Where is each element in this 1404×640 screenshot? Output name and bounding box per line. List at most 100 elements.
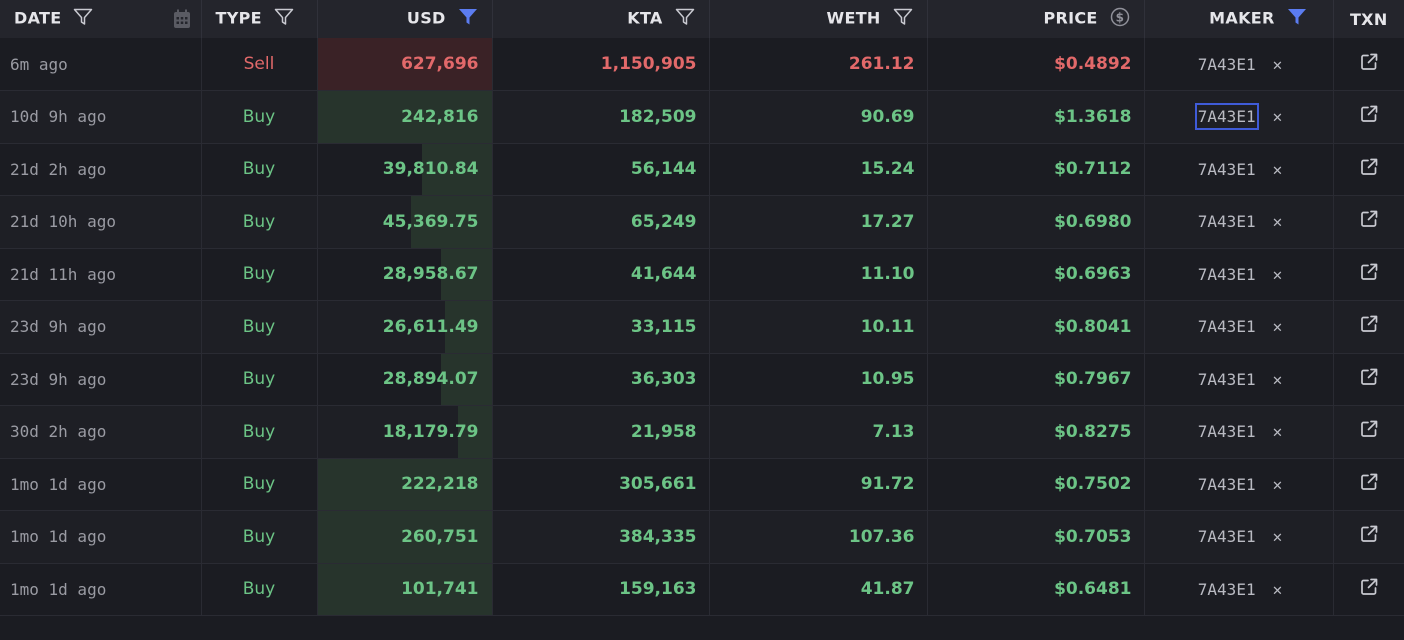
date-cell: 23d 9h ago: [0, 300, 202, 354]
maker-cell: 7A43E1 ✕: [1144, 300, 1334, 354]
table-row[interactable]: 10d 9h ago Buy 242,816 182,509 90.69 $1.3618 7…: [0, 90, 1404, 144]
weth-cell: 91.72: [709, 458, 928, 511]
usd-cell: 242,816: [317, 90, 493, 144]
close-icon[interactable]: ✕: [1272, 264, 1283, 284]
filter-icon[interactable]: [274, 8, 294, 30]
filter-active-icon[interactable]: [1287, 8, 1307, 30]
close-icon[interactable]: ✕: [1272, 579, 1283, 599]
usd-cell: 222,218: [317, 458, 493, 511]
txn-cell: [1333, 248, 1404, 301]
weth-header-label: WETH: [826, 8, 881, 28]
usd-cell: 18,179.79: [317, 405, 493, 459]
weth-cell: 15.24: [709, 143, 928, 196]
usd-column-header[interactable]: USD: [317, 0, 493, 38]
table-row[interactable]: 1mo 1d ago Buy 260,751 384,335 107.36 $0.7053…: [0, 510, 1404, 564]
table-row[interactable]: 1mo 1d ago Buy 101,741 159,163 41.87 $0.6481 7…: [0, 563, 1404, 616]
usd-header-label: USD: [406, 8, 446, 28]
maker-column-header[interactable]: MAKER: [1144, 0, 1334, 38]
external-link-icon[interactable]: [1359, 472, 1379, 497]
maker-cell: 7A43E1 ✕: [1144, 563, 1334, 616]
type-cell: Buy: [201, 143, 318, 196]
type-cell: Buy: [201, 458, 318, 511]
external-link-icon[interactable]: [1359, 262, 1379, 287]
close-icon[interactable]: ✕: [1272, 474, 1283, 494]
kta-cell: 65,249: [492, 195, 710, 249]
table-row[interactable]: 1mo 1d ago Buy 222,218 305,661 91.72 $0.7502 7…: [0, 458, 1404, 511]
filter-icon[interactable]: [73, 8, 93, 30]
maker-address-link[interactable]: 7A43E1: [1197, 579, 1256, 599]
table-row[interactable]: 21d 11h ago Buy 28,958.67 41,644 11.10 $0.696…: [0, 248, 1404, 301]
maker-address-link[interactable]: 7A43E1: [1194, 103, 1259, 131]
maker-cell: 7A43E1 ✕: [1144, 143, 1334, 196]
kta-cell: 33,115: [492, 300, 710, 354]
external-link-icon[interactable]: [1359, 419, 1379, 444]
type-column-header[interactable]: TYPE: [201, 0, 318, 38]
usd-cell: 26,611.49: [317, 300, 493, 354]
close-icon[interactable]: ✕: [1272, 369, 1283, 389]
kta-cell: 305,661: [492, 458, 710, 511]
external-link-icon[interactable]: [1359, 157, 1379, 182]
table-row[interactable]: 23d 9h ago Buy 28,894.07 36,303 10.95 $0.7967…: [0, 353, 1404, 406]
maker-address-link[interactable]: 7A43E1: [1197, 264, 1256, 284]
date-column-header[interactable]: DATE: [0, 0, 202, 38]
maker-address-link[interactable]: 7A43E1: [1197, 527, 1256, 547]
dollar-circle-icon[interactable]: $: [1110, 7, 1130, 31]
maker-address-link[interactable]: 7A43E1: [1197, 212, 1256, 232]
txn-cell: [1333, 353, 1404, 406]
calendar-icon[interactable]: [173, 9, 191, 33]
maker-address-link[interactable]: 7A43E1: [1197, 159, 1256, 179]
external-link-icon[interactable]: [1359, 524, 1379, 549]
maker-address-link[interactable]: 7A43E1: [1197, 422, 1256, 442]
type-cell: Buy: [201, 510, 318, 564]
filter-active-icon[interactable]: [458, 8, 478, 30]
maker-address-link[interactable]: 7A43E1: [1197, 54, 1256, 74]
header-row: DATE TYPE USD KTA: [0, 0, 1404, 38]
weth-cell: 10.11: [709, 300, 928, 354]
type-cell: Buy: [201, 405, 318, 459]
date-header-label: DATE: [14, 8, 62, 28]
txn-column-header: TXN: [1333, 0, 1404, 38]
txn-cell: [1333, 300, 1404, 354]
close-icon[interactable]: ✕: [1272, 54, 1283, 74]
filter-icon[interactable]: [675, 8, 695, 30]
type-cell: Buy: [201, 248, 318, 301]
table-row[interactable]: 6m ago Sell 627,696 1,150,905 261.12 $0.4892 7…: [0, 38, 1404, 91]
table-row[interactable]: 30d 2h ago Buy 18,179.79 21,958 7.13 $0.8275 7…: [0, 405, 1404, 459]
close-icon[interactable]: ✕: [1272, 159, 1283, 179]
price-column-header[interactable]: PRICE $: [927, 0, 1145, 38]
maker-cell: 7A43E1 ✕: [1144, 510, 1334, 564]
weth-column-header[interactable]: WETH: [709, 0, 928, 38]
external-link-icon[interactable]: [1359, 314, 1379, 339]
kta-cell: 1,150,905: [492, 38, 710, 91]
weth-cell: 90.69: [709, 90, 928, 144]
table-row[interactable]: 21d 2h ago Buy 39,810.84 56,144 15.24 $0.7112…: [0, 143, 1404, 196]
price-cell: $0.7967: [927, 353, 1145, 406]
close-icon[interactable]: ✕: [1272, 317, 1283, 337]
external-link-icon[interactable]: [1359, 209, 1379, 234]
close-icon[interactable]: ✕: [1272, 212, 1283, 232]
maker-address-link[interactable]: 7A43E1: [1197, 317, 1256, 337]
external-link-icon[interactable]: [1359, 577, 1379, 602]
external-link-icon[interactable]: [1359, 367, 1379, 392]
usd-value: 260,751: [401, 526, 479, 547]
price-cell: $0.7502: [927, 458, 1145, 511]
close-icon[interactable]: ✕: [1272, 107, 1283, 127]
external-link-icon[interactable]: [1359, 52, 1379, 77]
close-icon[interactable]: ✕: [1272, 527, 1283, 547]
table-row[interactable]: 21d 10h ago Buy 45,369.75 65,249 17.27 $0.698…: [0, 195, 1404, 249]
filter-icon[interactable]: [893, 8, 913, 30]
table-row[interactable]: 23d 9h ago Buy 26,611.49 33,115 10.11 $0.8041…: [0, 300, 1404, 354]
usd-cell: 28,894.07: [317, 353, 493, 406]
external-link-icon[interactable]: [1359, 104, 1379, 129]
trades-table: DATE TYPE USD KTA: [0, 0, 1404, 616]
type-cell: Buy: [201, 195, 318, 249]
usd-cell: 101,741: [317, 563, 493, 616]
close-icon[interactable]: ✕: [1272, 422, 1283, 442]
txn-cell: [1333, 405, 1404, 459]
kta-column-header[interactable]: KTA: [492, 0, 710, 38]
maker-address-link[interactable]: 7A43E1: [1197, 474, 1256, 494]
kta-cell: 56,144: [492, 143, 710, 196]
maker-address-link[interactable]: 7A43E1: [1197, 369, 1256, 389]
price-cell: $0.6980: [927, 195, 1145, 249]
usd-cell: 260,751: [317, 510, 493, 564]
